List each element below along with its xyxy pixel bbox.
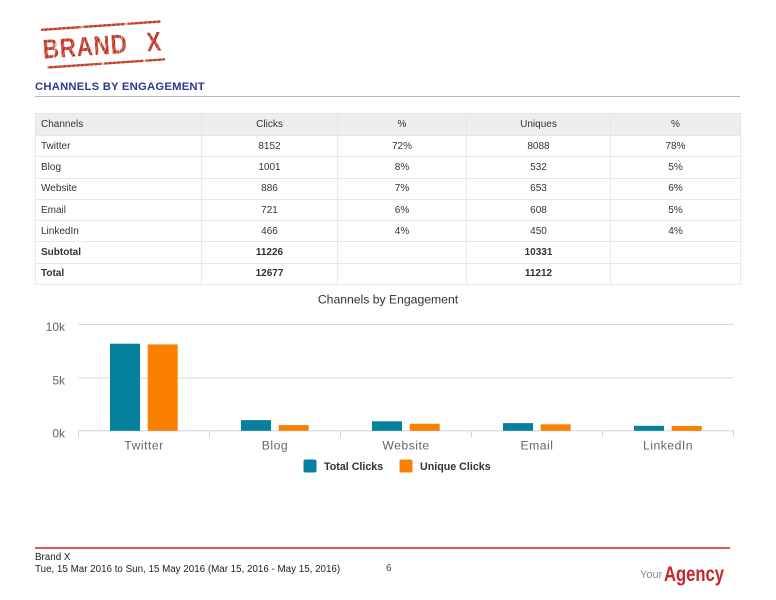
svg-text:10k: 10k — [46, 320, 66, 334]
svg-text:Agency: Agency — [664, 563, 724, 586]
svg-text:Your: Your — [640, 569, 663, 581]
svg-text:5k: 5k — [52, 373, 66, 387]
svg-text:Unique Clicks: Unique Clicks — [420, 461, 491, 473]
svg-text:Blog: Blog — [262, 439, 288, 453]
svg-text:Twitter: Twitter — [124, 439, 163, 453]
svg-text:LinkedIn: LinkedIn — [643, 439, 693, 453]
svg-text:Website: Website — [382, 439, 429, 453]
svg-text:Channels by Engagement: Channels by Engagement — [318, 293, 459, 307]
svg-text:Email: Email — [521, 439, 554, 453]
svg-text:Total Clicks: Total Clicks — [324, 461, 383, 473]
svg-text:0k: 0k — [52, 426, 66, 440]
